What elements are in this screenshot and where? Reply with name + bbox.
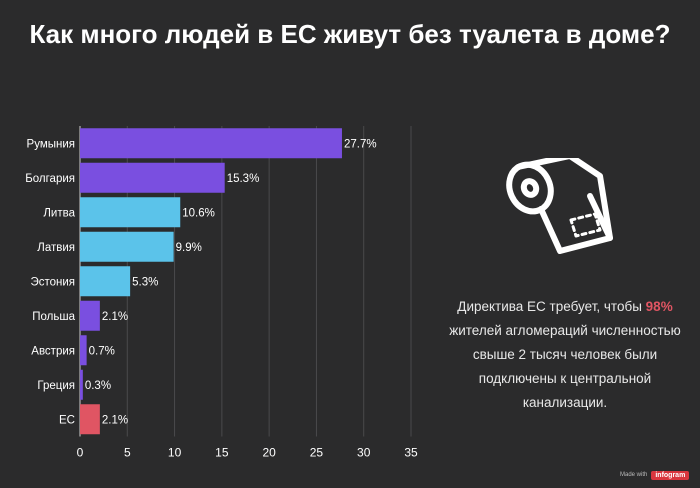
toilet-paper-icon	[500, 153, 620, 268]
category-label: ЕС	[59, 414, 75, 426]
directive-note: Директива ЕС требует, чтобы 98% жителей …	[440, 295, 690, 415]
category-label: Польша	[32, 311, 75, 323]
bar	[80, 128, 342, 159]
badge-made-with: Made with	[620, 472, 648, 478]
category-label: Греция	[37, 380, 75, 392]
data-label: 2.1%	[102, 311, 128, 323]
note-text-before: Директива ЕС требует, чтобы	[457, 299, 642, 314]
bar	[80, 369, 83, 400]
x-tick-label: 5	[124, 446, 131, 460]
data-label: 10.6%	[182, 207, 215, 219]
badge-brand: infogram	[651, 470, 690, 480]
data-label: 5.3%	[132, 276, 158, 288]
data-label: 9.9%	[176, 242, 202, 254]
x-tick-label: 35	[404, 446, 418, 460]
x-tick-label: 20	[262, 446, 276, 460]
data-label: 0.7%	[89, 345, 115, 357]
x-tick-label: 15	[215, 446, 229, 460]
bar	[80, 404, 100, 435]
bar	[80, 266, 131, 297]
bar	[80, 231, 174, 262]
x-tick-label: 10	[168, 446, 182, 460]
data-label: 2.1%	[102, 414, 128, 426]
bar	[80, 162, 225, 193]
category-label: Эстония	[30, 276, 75, 288]
made-with-badge[interactable]: Made with infogram	[620, 468, 690, 482]
data-label: 15.3%	[227, 173, 260, 185]
category-label: Румыния	[27, 138, 75, 150]
note-text-after: жителей агломераций численностью свыше 2…	[449, 323, 681, 410]
data-label: 27.7%	[344, 138, 377, 150]
category-label: Литва	[43, 207, 75, 219]
x-tick-label: 25	[310, 446, 324, 460]
category-label: Австрия	[31, 345, 75, 357]
bar	[80, 335, 87, 366]
category-label: Болгария	[25, 173, 75, 185]
chart-title: Как много людей в ЕС живут без туалета в…	[29, 19, 671, 49]
bar	[80, 197, 181, 228]
bar	[80, 300, 100, 331]
bar-chart: 0 5 10 15 20 25 30 35 Румыния 27.7% Болгария 15.3% Л…	[25, 126, 418, 460]
x-tick-label: 0	[77, 446, 84, 460]
data-label: 0.3%	[85, 380, 111, 392]
category-label: Латвия	[37, 242, 75, 254]
note-highlight: 98%	[645, 299, 673, 314]
x-tick-label: 30	[357, 446, 371, 460]
